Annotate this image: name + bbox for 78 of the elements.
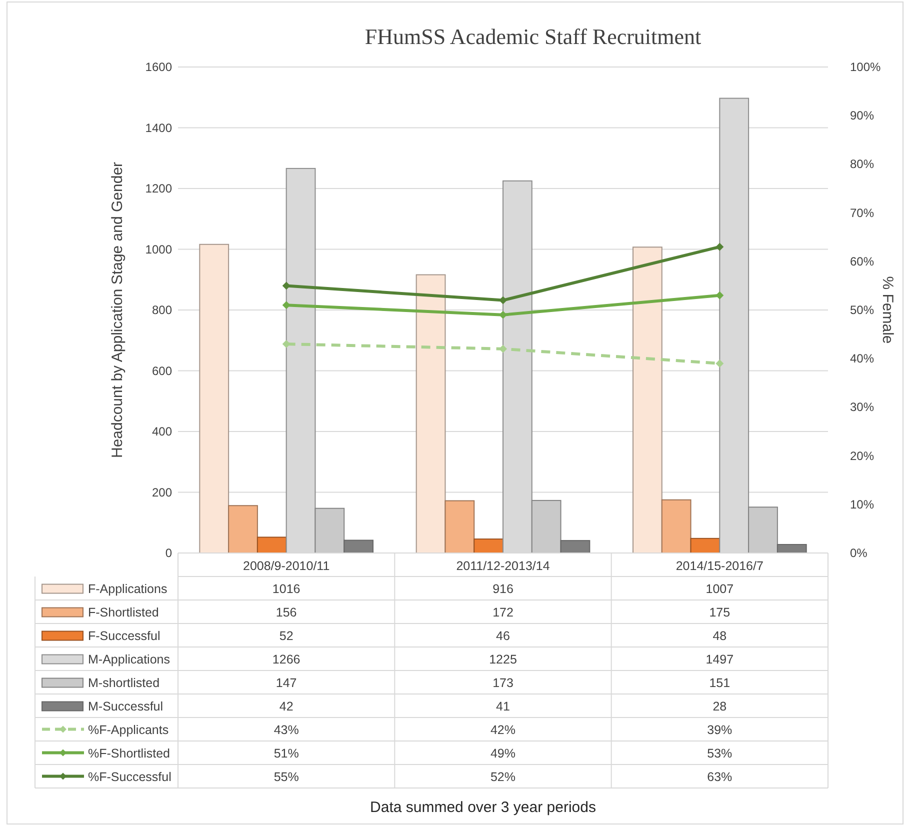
legend-label: F-Applications xyxy=(88,582,168,596)
y-axis-title: Headcount by Application Stage and Gender xyxy=(109,162,126,458)
y2-tick-label: 100% xyxy=(850,60,882,74)
x-tick-label: 2014/15-2016/7 xyxy=(676,558,764,573)
data-label: 175 xyxy=(709,605,730,620)
data-label: 53% xyxy=(707,746,732,760)
legend-label: F-Successful xyxy=(88,628,160,643)
bar xyxy=(444,500,475,554)
y2-tick-label: 80% xyxy=(850,157,874,172)
legend-label: M-shortlisted xyxy=(88,676,160,690)
text: Data summed over 3 year periods xyxy=(370,799,596,816)
data-label: 172 xyxy=(492,605,514,620)
y-tick-label: 200 xyxy=(152,485,172,500)
x-tick-label: 2011/12-2013/14 xyxy=(456,558,550,573)
data-label: 51% xyxy=(274,746,299,760)
point xyxy=(716,291,724,300)
data-label: 39% xyxy=(707,722,732,737)
y-tick-label: 1200 xyxy=(145,182,172,196)
chart-title: FHumSS Academic Staff Recruitment xyxy=(364,24,702,49)
legend-label: F-Shortlisted xyxy=(88,605,159,620)
data-label: 1225 xyxy=(489,652,517,666)
data-label: 916 xyxy=(492,582,514,596)
x-tick-label: 2008/9-2010/11 xyxy=(243,558,330,573)
y2-tick-label: 90% xyxy=(850,108,874,123)
y-tick-label: 400 xyxy=(152,424,172,438)
y2-tick-label: 30% xyxy=(850,400,874,414)
data-label: 28 xyxy=(712,699,727,714)
data-label: 147 xyxy=(276,676,297,690)
bar xyxy=(199,244,230,554)
data-label: 48 xyxy=(712,628,727,643)
bar xyxy=(632,246,662,554)
bar xyxy=(256,536,287,554)
data-label: 42 xyxy=(279,699,294,714)
y2-tick-label: 10% xyxy=(850,497,874,512)
y-tick-label: 600 xyxy=(152,364,172,378)
y2-axis-title: % Female xyxy=(879,276,896,344)
y2-tick-label: 40% xyxy=(850,352,874,366)
data-label: 42% xyxy=(490,722,516,737)
legend-label: M-Successful xyxy=(88,699,164,714)
y2-tick-label: 70% xyxy=(850,206,874,220)
data-label: 43% xyxy=(274,722,299,737)
bar xyxy=(661,499,692,554)
bar xyxy=(228,505,258,554)
y2-tick-label: 20% xyxy=(850,448,874,463)
point xyxy=(282,301,290,310)
y-tick-label: 0 xyxy=(165,546,172,560)
legend-label: %F-Shortlisted xyxy=(88,746,170,760)
point xyxy=(716,242,724,251)
data-label: 63% xyxy=(707,770,732,784)
legend-label: M-Applications xyxy=(88,652,170,666)
data-label: 1016 xyxy=(272,582,300,596)
data-label: 173 xyxy=(492,676,514,690)
data-label: 46 xyxy=(496,628,510,643)
point xyxy=(499,310,507,319)
y-tick-label: 1400 xyxy=(145,120,172,135)
data-label: 156 xyxy=(276,605,297,620)
y2-tick-label: 0% xyxy=(850,546,868,560)
data-label: 49% xyxy=(490,746,516,760)
point xyxy=(716,359,724,368)
legend-label: %F-Applicants xyxy=(88,722,169,737)
data-label: 52% xyxy=(490,770,516,784)
y-tick-label: 800 xyxy=(152,303,172,317)
data-label: 41 xyxy=(496,699,510,714)
point xyxy=(499,344,507,353)
y-tick-label: 1000 xyxy=(145,242,172,256)
data-label: 1266 xyxy=(272,652,300,666)
legend-label: %F-Successful xyxy=(88,770,172,784)
data-label: 151 xyxy=(709,676,730,690)
data-label: 1007 xyxy=(706,582,734,596)
y2-tick-label: 60% xyxy=(850,254,874,268)
bar xyxy=(416,274,446,554)
data-label: 1497 xyxy=(706,652,734,666)
y2-tick-label: 50% xyxy=(850,303,874,317)
data-label: 55% xyxy=(274,770,299,784)
data-label: 52 xyxy=(279,628,294,643)
point xyxy=(499,296,507,304)
y-tick-label: 1600 xyxy=(145,60,172,74)
bar xyxy=(474,538,504,554)
